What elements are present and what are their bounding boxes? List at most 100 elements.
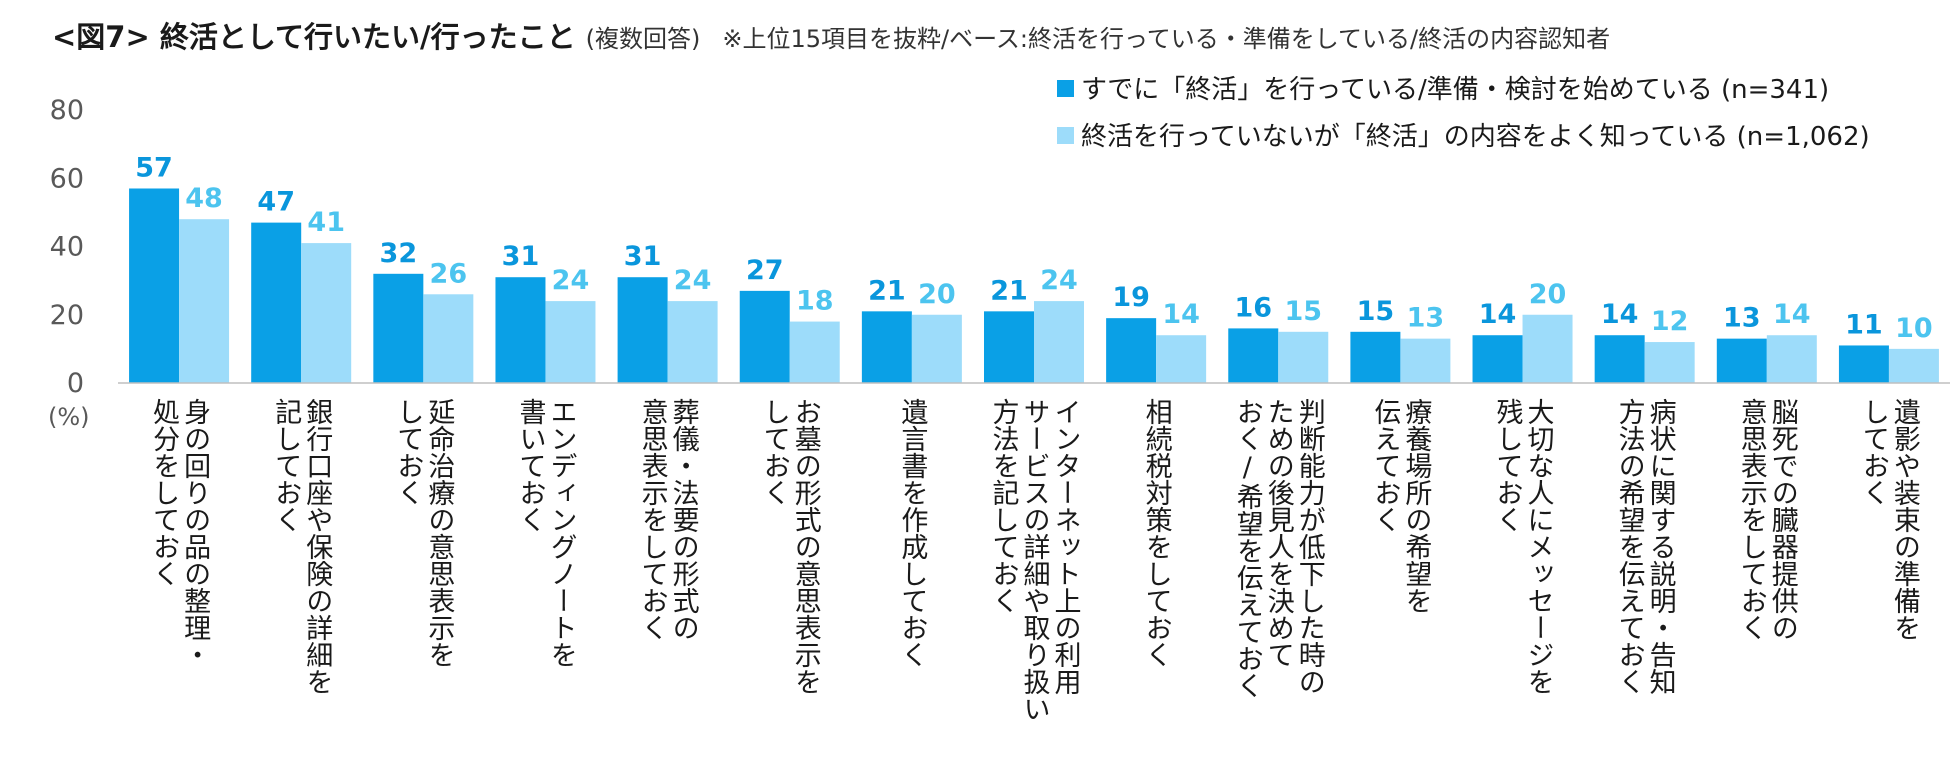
category-label: 方法の希望を伝えておく: [1614, 398, 1646, 695]
bar-series-1: [739, 290, 790, 383]
data-label-series-1: 19: [1112, 282, 1150, 313]
y-tick-label: 20: [50, 300, 84, 331]
bar-series-2: [545, 301, 596, 383]
bar-series-1: [373, 273, 424, 383]
data-label-series-2: 20: [1529, 279, 1567, 310]
data-label-series-2: 15: [1284, 296, 1322, 327]
y-tick-label: 40: [50, 232, 84, 263]
category-label: 書いておく: [514, 398, 545, 533]
chart-note: ※上位15項目を抜粋/ベース:終活を行っている・準備をしている/終活の内容認知者: [722, 25, 1611, 53]
bar-series-1: [1594, 335, 1645, 383]
data-label-series-2: 18: [796, 286, 834, 317]
category-label: 意思表示をしておく: [1736, 398, 1768, 641]
category-label: 遺影や装束の準備を: [1889, 398, 1921, 641]
category-label: 療養場所の希望を: [1400, 398, 1432, 614]
data-label-series-1: 21: [990, 275, 1028, 306]
category-label: 大切な人にメッセージを: [1523, 398, 1555, 695]
legend-label-series-1: すでに「終活」を行っている/準備・検討を始めている (n=341): [1081, 75, 1829, 105]
category-label: 身の回りの品の整理・: [179, 398, 211, 668]
bar-series-2: [1156, 335, 1207, 383]
data-label-series-2: 48: [185, 183, 223, 214]
data-label-series-1: 31: [502, 241, 540, 272]
bar-series-2: [1278, 331, 1329, 383]
data-label-series-2: 12: [1651, 306, 1689, 337]
bar-series-1: [129, 188, 180, 383]
y-tick-label: 60: [50, 163, 84, 194]
category-label: サービスの詳細や取り扱い: [1019, 398, 1051, 722]
bar-series-2: [1400, 338, 1451, 383]
bar-series-1: [861, 311, 912, 383]
category-label: 残しておく: [1492, 398, 1524, 533]
data-label-series-1: 27: [746, 255, 784, 286]
bar-series-1: [495, 277, 546, 383]
bar-series-1: [1228, 328, 1279, 383]
category-label: 遺言書を作成しておく: [896, 398, 928, 668]
bar-series-1: [1472, 335, 1523, 383]
y-tick-label: 0: [67, 368, 84, 399]
legend-swatch-series-1: [1057, 80, 1074, 97]
chart-subtitle: (複数回答): [585, 25, 701, 53]
y-tick-label: 80: [50, 95, 84, 126]
bar-series-2: [1034, 301, 1084, 383]
bar-series-1: [251, 222, 302, 383]
bar-series-1: [1106, 318, 1157, 383]
bar-series-2: [301, 243, 352, 383]
bar-series-1: [984, 311, 1034, 383]
category-label: しておく: [1858, 398, 1889, 506]
bar-series-1: [1838, 345, 1889, 383]
bar-series-2: [789, 321, 840, 383]
legend-label-series-2: 終活を行っていないが「終活」の内容をよく知っている (n=1,062): [1081, 122, 1870, 152]
category-label: 延命治療の意思表示を: [423, 398, 455, 668]
bar-series-2: [1888, 348, 1939, 383]
data-label-series-1: 14: [1601, 299, 1639, 330]
data-label-series-1: 57: [135, 152, 173, 183]
bar-series-2: [1644, 342, 1695, 383]
bar-series-2: [1522, 314, 1573, 383]
category-label: ための後見人を決めて: [1263, 398, 1295, 668]
category-label: 相続税対策をしておく: [1141, 398, 1173, 668]
data-label-series-1: 16: [1234, 292, 1272, 323]
category-label: 方法を記しておく: [988, 398, 1019, 614]
data-label-series-1: 32: [380, 238, 418, 269]
chart-title-line: <図7> 終活として行いたい/行ったこと (複数回答) ※上位15項目を抜粋/ベース…: [52, 14, 1610, 56]
chart-title: <図7> 終活として行いたい/行ったこと: [52, 20, 576, 54]
bar-series-2: [911, 314, 962, 383]
data-label-series-2: 14: [1162, 299, 1200, 330]
data-label-series-2: 41: [307, 207, 345, 238]
data-label-series-2: 24: [552, 265, 590, 296]
category-label: 記しておく: [270, 398, 301, 533]
data-label-series-2: 24: [674, 265, 712, 296]
data-label-series-1: 14: [1479, 299, 1517, 330]
bar-series-2: [423, 294, 474, 383]
data-label-series-1: 47: [257, 187, 295, 218]
category-label: お墓の形式の意思表示を: [790, 398, 822, 695]
category-label: 葬儀・法要の形式の: [668, 398, 700, 641]
y-unit-label: (%): [48, 403, 90, 431]
category-label: エンディングノートを: [545, 398, 576, 668]
data-label-series-2: 26: [430, 258, 468, 289]
category-label: インターネット上の利用: [1050, 398, 1082, 695]
legend-swatch-series-2: [1057, 127, 1074, 144]
category-label: しておく: [392, 398, 423, 506]
bar-series-2: [179, 219, 230, 383]
category-label: 判断能力が低下した時の: [1294, 398, 1326, 695]
data-label-series-2: 13: [1407, 303, 1445, 334]
category-label: 意思表示をしておく: [637, 398, 669, 641]
bar-series-1: [617, 277, 668, 383]
bar-series-1: [1716, 338, 1767, 383]
data-label-series-1: 11: [1845, 309, 1883, 340]
bar-series-2: [667, 301, 718, 383]
bar-series-1: [1350, 331, 1401, 383]
data-label-series-1: 31: [624, 241, 662, 272]
data-label-series-2: 14: [1773, 299, 1811, 330]
category-label: しておく: [759, 398, 790, 506]
bar-series-2: [1766, 335, 1817, 383]
category-label: 処分をしておく: [148, 398, 180, 587]
data-label-series-1: 21: [868, 275, 906, 306]
category-label: 病状に関する説明・告知: [1645, 398, 1677, 695]
category-label: おく/希望を伝えておく: [1232, 398, 1264, 699]
data-label-series-1: 13: [1723, 303, 1761, 334]
data-label-series-1: 15: [1357, 296, 1395, 327]
category-label: 脳死での臓器提供の: [1767, 398, 1799, 641]
